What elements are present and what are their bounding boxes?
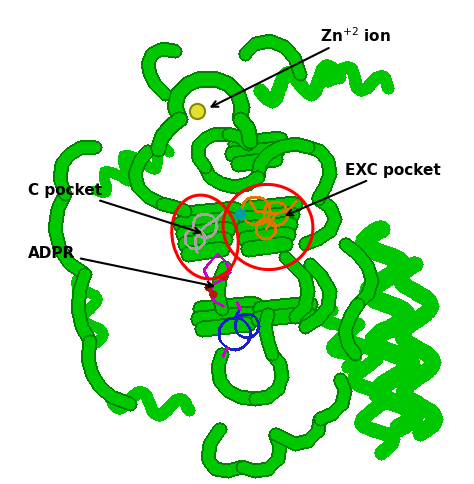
Text: Zn$^{+2}$ ion: Zn$^{+2}$ ion (211, 26, 391, 107)
Text: C pocket: C pocket (28, 182, 200, 234)
Text: ADPR: ADPR (28, 245, 213, 288)
Point (193, 108, 201, 116)
Text: EXC pocket: EXC pocket (287, 163, 441, 216)
